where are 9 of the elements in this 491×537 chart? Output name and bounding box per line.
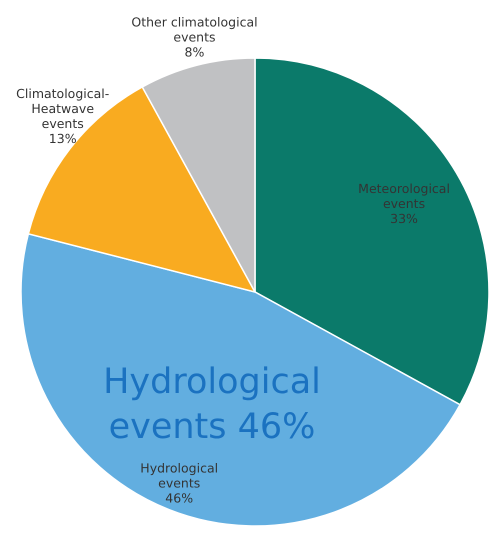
slice-label: Other climatological events <box>131 14 258 44</box>
text: Hydrological events 46% <box>103 362 321 447</box>
data-label: 8% <box>184 44 205 60</box>
data-label: 13% <box>48 130 77 146</box>
slice-label: Climatological- Heatwave events <box>16 86 110 131</box>
data-label: 46% <box>165 490 194 506</box>
slice-label: Meteorological events <box>358 180 450 211</box>
data-label: 33% <box>390 210 418 226</box>
slice-label: Hydrological events <box>140 460 218 490</box>
